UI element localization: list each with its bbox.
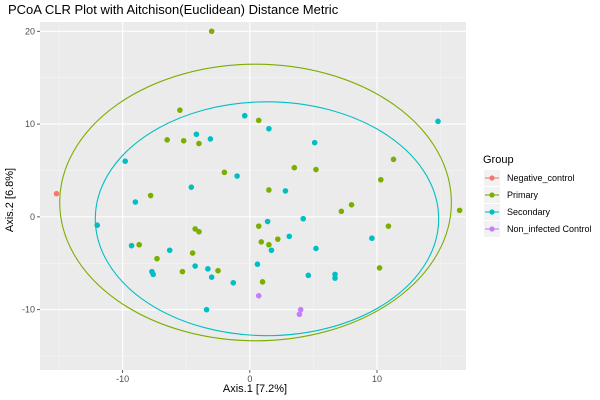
legend-title: Group [483,154,514,166]
point-secondary [208,274,215,281]
grid-major [40,22,466,370]
x-tick-label: 0 [247,374,252,384]
y-tick-label: 20 [25,26,35,36]
point-secondary [203,306,210,313]
point-secondary [286,233,293,240]
y-axis-ticks: -10 0 10 20 [22,26,40,315]
point-non-infected-control [296,311,303,318]
point-primary [348,202,355,208]
point-primary [196,228,202,235]
legend-key-primary [489,192,495,198]
point-secondary [264,218,271,225]
point-primary [221,169,228,176]
point-primary [456,207,463,214]
point-primary [258,239,265,245]
point-primary [255,117,262,124]
point-primary [274,236,281,242]
point-secondary [193,131,200,138]
point-secondary [311,139,318,146]
point-secondary [369,235,375,242]
point-non-infected-control [297,306,304,313]
point-secondary [128,242,135,249]
point-primary [266,187,272,193]
point-non-infected-control [255,292,262,299]
y-axis-label: Axis.2 [6.8%] [4,168,16,232]
point-secondary [266,125,272,132]
point-primary [189,250,196,256]
point-secondary [305,272,312,279]
point-secondary [132,199,139,205]
point-secondary [192,263,198,269]
ellipse-secondary [94,101,440,337]
x-axis-ticks: -10 0 10 [116,370,382,384]
point-secondary [332,275,338,281]
legend-key-negative-control [489,175,495,181]
point-primary [177,107,183,113]
point-secondary [435,118,441,125]
point-secondary [230,279,237,286]
points [53,28,463,318]
legend-label-primary: Primary [507,190,538,200]
point-secondary [313,245,319,252]
point-secondary [188,184,195,190]
point-primary [147,192,154,199]
legend: Group Negative_control Primary Secondary No… [483,154,592,237]
point-primary [154,255,160,262]
point-secondary [282,188,289,194]
point-primary [266,241,272,248]
point-secondary [241,112,248,119]
point-negative-control [53,190,60,197]
ellipse-primary [59,63,452,342]
point-secondary [300,215,307,222]
y-tick-label: 10 [25,119,35,129]
point-primary [208,28,215,35]
point-primary [259,279,266,285]
x-axis-label: Axis.1 [7.2%] [223,383,287,395]
point-primary [313,166,319,173]
point-primary [164,137,170,143]
x-tick-label: 10 [372,374,382,384]
point-primary [291,164,298,171]
point-secondary [122,158,128,164]
point-primary [255,223,262,229]
point-primary [196,140,202,147]
point-secondary [234,173,240,179]
point-primary [179,268,186,275]
legend-key-secondary [489,209,495,215]
point-secondary [205,266,211,272]
point-primary [180,137,187,144]
point-secondary [94,222,101,229]
point-primary [215,267,221,274]
point-secondary [268,247,275,254]
point-primary [136,241,142,248]
point-secondary [150,271,156,278]
point-primary [385,223,392,229]
point-secondary [166,247,173,254]
x-tick-label: -10 [116,374,129,384]
legend-label-secondary: Secondary [507,207,551,217]
legend-label-non-infected-control: Non_infected Control [507,224,592,234]
plot-panel [40,22,466,370]
y-tick-label: 0 [30,212,35,222]
point-primary [390,156,397,163]
point-primary [378,176,384,183]
chart-title: PCoA CLR Plot with Aitchison(Euclidean) … [8,2,339,17]
point-secondary [254,261,261,268]
point-primary [338,208,345,215]
ellipses [59,63,452,342]
point-secondary [207,136,214,142]
y-tick-label: -10 [22,305,35,315]
legend-label-negative-control: Negative_control [507,173,575,183]
legend-key-non-infected-control [489,226,495,232]
point-primary [376,265,383,271]
